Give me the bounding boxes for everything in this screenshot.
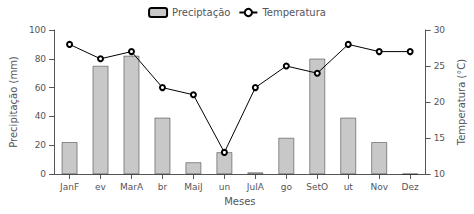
svg-text:Nov: Nov bbox=[370, 182, 388, 192]
svg-text:un: un bbox=[219, 182, 230, 192]
svg-text:Preciptação: Preciptação bbox=[172, 7, 230, 18]
svg-text:20: 20 bbox=[434, 97, 446, 107]
svg-text:Temperatura: Temperatura bbox=[261, 7, 326, 18]
svg-text:100: 100 bbox=[29, 25, 46, 35]
svg-text:Dez: Dez bbox=[402, 182, 419, 192]
svg-text:Precipitação (mm): Precipitação (mm) bbox=[8, 56, 19, 148]
svg-text:Meses: Meses bbox=[224, 196, 255, 207]
svg-text:0: 0 bbox=[40, 169, 46, 179]
svg-text:60: 60 bbox=[35, 83, 47, 93]
svg-text:30: 30 bbox=[434, 25, 446, 35]
svg-text:br: br bbox=[158, 182, 168, 192]
svg-text:10: 10 bbox=[434, 169, 446, 179]
svg-text:80: 80 bbox=[35, 54, 47, 64]
svg-text:MarA: MarA bbox=[120, 182, 144, 192]
svg-text:MaiJ: MaiJ bbox=[184, 182, 202, 192]
svg-text:20: 20 bbox=[35, 140, 47, 150]
svg-text:ev: ev bbox=[95, 182, 107, 192]
svg-text:40: 40 bbox=[35, 111, 47, 121]
svg-text:Temperatura (°C): Temperatura (°C) bbox=[456, 59, 467, 147]
svg-text:JanF: JanF bbox=[59, 182, 79, 192]
svg-text:ut: ut bbox=[344, 182, 354, 192]
svg-text:SetO: SetO bbox=[306, 182, 328, 192]
svg-text:15: 15 bbox=[434, 133, 445, 143]
svg-text:go: go bbox=[281, 182, 293, 192]
svg-text:JulA: JulA bbox=[246, 182, 265, 192]
svg-text:25: 25 bbox=[434, 61, 445, 71]
